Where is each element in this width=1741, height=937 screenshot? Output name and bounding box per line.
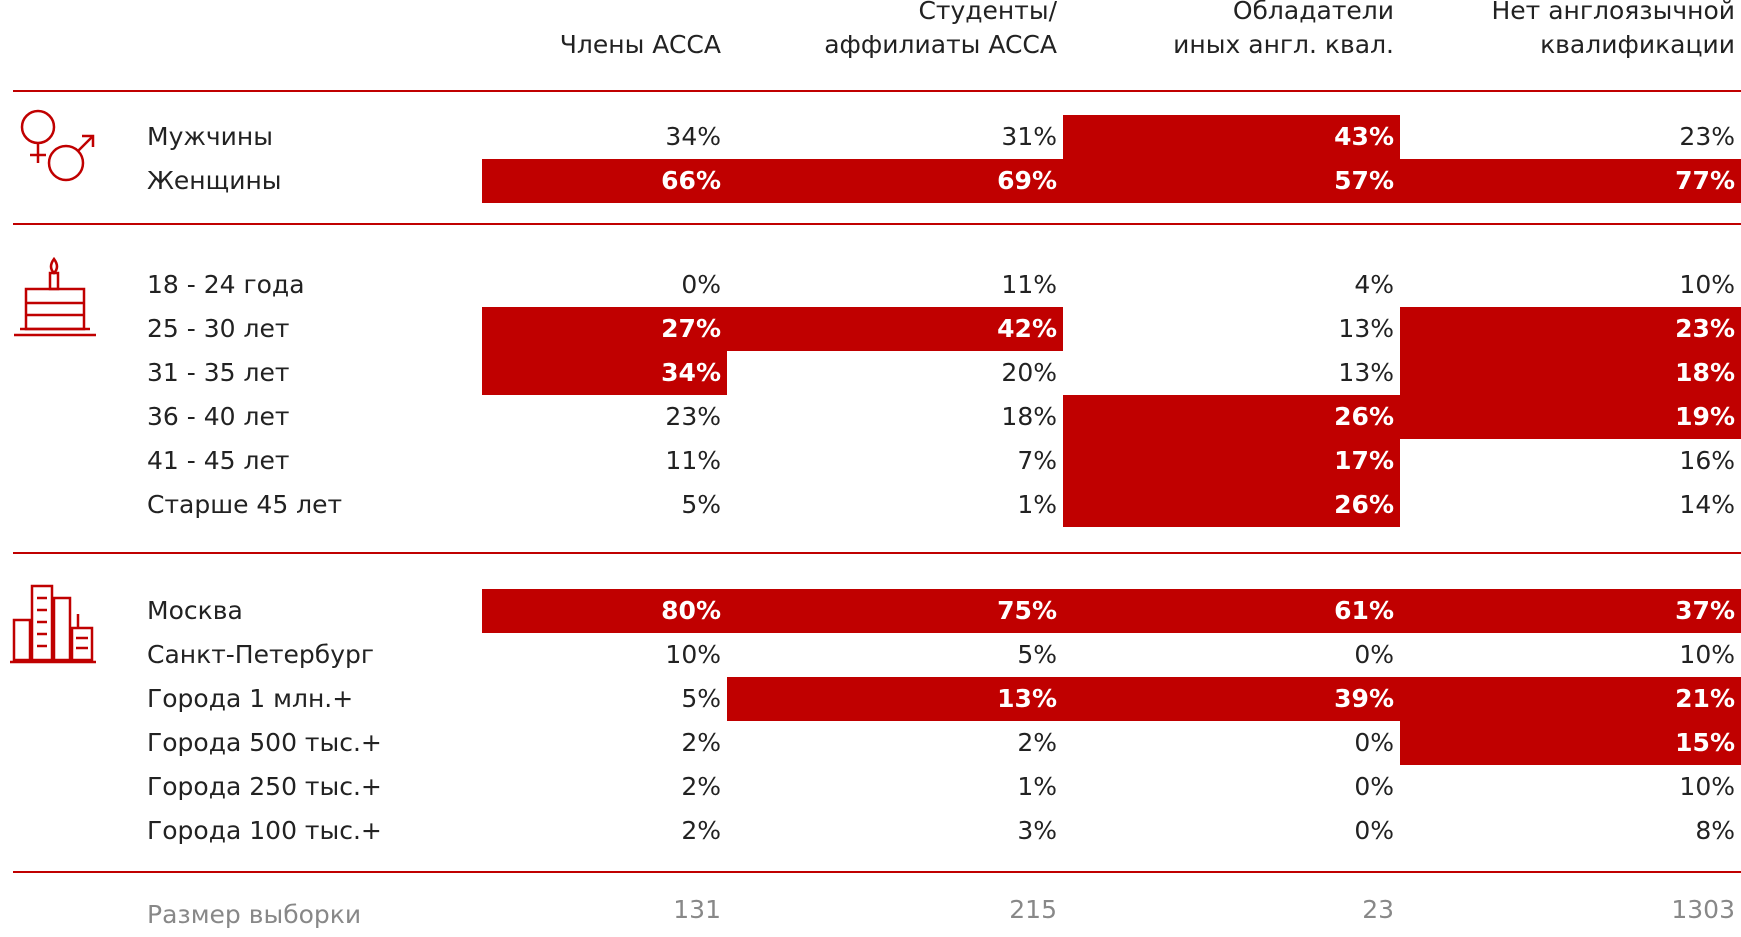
row-label: Города 500 тыс.+	[147, 728, 382, 757]
separator	[13, 223, 1741, 225]
cell: 0%	[1354, 772, 1394, 801]
column-header: Нет англоязычной	[1491, 0, 1736, 25]
cell: 34%	[665, 122, 721, 151]
row-label: 36 - 40 лет	[147, 402, 290, 431]
highlighted-cell: 34%	[482, 351, 727, 395]
cell: 31%	[1001, 122, 1057, 151]
row-label: Старше 45 лет	[147, 490, 343, 519]
row-label: Города 100 тыс.+	[147, 816, 382, 845]
cell: 14%	[1679, 490, 1735, 519]
cell: 16%	[1679, 446, 1735, 475]
cell: 5%	[681, 684, 721, 713]
highlighted-cell: 23%	[1400, 307, 1741, 351]
highlighted-cell: 26%	[1063, 395, 1400, 439]
highlighted-cell: 75%	[727, 589, 1063, 633]
cell: 0%	[681, 270, 721, 299]
row-label: Санкт-Петербург	[147, 640, 375, 669]
cell: 13%	[1338, 358, 1394, 387]
cell: 5%	[681, 490, 721, 519]
cell: 1%	[1017, 490, 1057, 519]
sample-value: 215	[1009, 895, 1057, 924]
cell: 0%	[1354, 640, 1394, 669]
cell: 10%	[1679, 772, 1735, 801]
cell: 8%	[1695, 816, 1735, 845]
sample-label: Размер выборки	[147, 900, 362, 929]
cell: 18%	[1001, 402, 1057, 431]
row-label: 31 - 35 лет	[147, 358, 290, 387]
cell: 23%	[1679, 122, 1735, 151]
sample-value: 23	[1362, 895, 1394, 924]
cell: 2%	[681, 772, 721, 801]
highlighted-cell: 61%	[1063, 589, 1400, 633]
cell: 13%	[1338, 314, 1394, 343]
cell: 10%	[1679, 640, 1735, 669]
row-label: 18 - 24 года	[147, 270, 305, 299]
cake-icon	[14, 256, 96, 337]
highlighted-cell: 37%	[1400, 589, 1741, 633]
gender-icon	[20, 109, 95, 182]
sample-value: 1303	[1671, 895, 1735, 924]
cell: 2%	[681, 728, 721, 757]
column-header: Члены ACCA	[559, 30, 721, 59]
cell: 20%	[1001, 358, 1057, 387]
cell: 11%	[1001, 270, 1057, 299]
column-header: квалификации	[1540, 30, 1735, 59]
cell: 11%	[665, 446, 721, 475]
highlighted-cell: 26%	[1063, 483, 1400, 527]
row-label: 41 - 45 лет	[147, 446, 290, 475]
separator	[13, 871, 1741, 873]
highlighted-cell: 77%	[1400, 159, 1741, 203]
sample-value: 131	[673, 895, 721, 924]
cell: 0%	[1354, 816, 1394, 845]
row-label: Города 1 млн.+	[147, 684, 354, 713]
separator	[13, 90, 1741, 92]
highlighted-cell: 69%	[727, 159, 1063, 203]
highlighted-cell: 13%	[727, 677, 1063, 721]
row-label: Женщины	[147, 166, 282, 195]
cell: 2%	[1017, 728, 1057, 757]
highlighted-cell: 17%	[1063, 439, 1400, 483]
cell: 2%	[681, 816, 721, 845]
highlighted-cell: 66%	[482, 159, 727, 203]
column-header: иных англ. квал.	[1173, 30, 1394, 59]
cell: 0%	[1354, 728, 1394, 757]
highlighted-cell: 15%	[1400, 721, 1741, 765]
highlighted-cell: 42%	[727, 307, 1063, 351]
cell: 10%	[665, 640, 721, 669]
cell: 5%	[1017, 640, 1057, 669]
highlighted-cell: 43%	[1063, 115, 1400, 159]
row-label: Мужчины	[147, 122, 273, 151]
highlighted-cell: 21%	[1400, 677, 1741, 721]
cell: 4%	[1354, 270, 1394, 299]
column-header: Обладатели	[1232, 0, 1394, 25]
cell: 10%	[1679, 270, 1735, 299]
highlighted-cell: 57%	[1063, 159, 1400, 203]
row-label: 25 - 30 лет	[147, 314, 290, 343]
separator	[13, 552, 1741, 554]
cell: 1%	[1017, 772, 1057, 801]
cell: 7%	[1017, 446, 1057, 475]
cell: 23%	[665, 402, 721, 431]
highlighted-cell: 80%	[482, 589, 727, 633]
cell: 3%	[1017, 816, 1057, 845]
highlighted-cell: 39%	[1063, 677, 1400, 721]
highlighted-cell: 27%	[482, 307, 727, 351]
highlighted-cell: 18%	[1400, 351, 1741, 395]
row-label: Города 250 тыс.+	[147, 772, 382, 801]
column-header: аффилиаты ACCA	[824, 30, 1057, 59]
city-icon	[10, 584, 96, 664]
column-header: Студенты/	[918, 0, 1057, 25]
highlighted-cell: 19%	[1400, 395, 1741, 439]
row-label: Москва	[147, 596, 243, 625]
